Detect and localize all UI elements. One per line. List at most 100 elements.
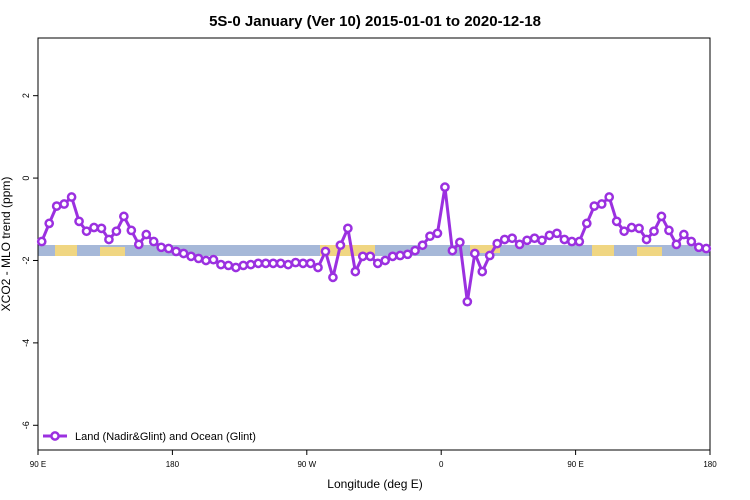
data-point <box>111 226 122 237</box>
data-point <box>626 222 637 233</box>
data-point <box>701 243 712 254</box>
data-point <box>522 235 532 246</box>
data-point <box>552 228 562 239</box>
data-point <box>305 258 316 269</box>
data-point <box>283 259 293 270</box>
data-point <box>679 229 689 240</box>
data-point <box>581 218 592 229</box>
data-point <box>544 230 555 241</box>
data-point <box>671 239 682 250</box>
data-point <box>126 225 137 236</box>
y-tick-label: -6 <box>21 421 31 429</box>
data-point <box>133 239 144 250</box>
data-point <box>537 235 547 246</box>
data-point <box>260 258 271 269</box>
x-tick-label: 90 E <box>30 460 46 469</box>
data-point <box>104 234 114 245</box>
data-point <box>208 254 219 265</box>
data-point <box>89 222 99 233</box>
data-point <box>290 257 301 268</box>
data-point <box>193 253 204 264</box>
data-point <box>693 242 704 253</box>
data-point <box>357 251 368 262</box>
data-point <box>656 211 667 222</box>
data-point <box>148 236 159 247</box>
y-tick-label: 0 <box>21 176 31 181</box>
data-point <box>313 262 323 273</box>
data-point <box>462 296 473 307</box>
data-point <box>440 182 450 192</box>
y-axis-label: XCO2 - MLO trend (ppm) <box>0 177 13 312</box>
data-point <box>567 236 577 247</box>
data-point <box>365 251 376 262</box>
data-point <box>634 223 644 234</box>
data-point <box>484 250 495 261</box>
data-point <box>59 199 69 209</box>
data-point <box>119 211 129 222</box>
data-point <box>589 201 600 211</box>
legend-marker <box>50 431 60 441</box>
data-point <box>611 216 622 227</box>
data-point <box>574 236 585 247</box>
data-point <box>507 233 517 244</box>
data-point <box>96 223 107 234</box>
legend-label: Land (Nadir&Glint) and Ocean (Glint) <box>75 431 256 443</box>
data-point <box>216 259 226 270</box>
data-point <box>178 248 189 259</box>
data-point <box>231 262 241 273</box>
data-point <box>328 272 338 283</box>
data-point <box>163 243 174 254</box>
x-tick-label: 90 W <box>297 460 316 469</box>
data-point <box>186 251 196 262</box>
data-point <box>44 218 55 229</box>
data-point <box>410 245 420 256</box>
data-point <box>380 255 391 266</box>
data-point <box>36 236 47 247</box>
data-point <box>81 226 92 237</box>
data-point <box>74 216 84 227</box>
data-point <box>477 266 488 277</box>
map-strip <box>38 245 710 256</box>
x-tick-label: 180 <box>166 460 180 469</box>
chart-title: 5S-0 January (Ver 10) 2015-01-01 to 2020… <box>209 13 541 30</box>
data-point <box>66 192 77 202</box>
data-point <box>268 258 279 269</box>
data-point <box>425 231 435 242</box>
data-point <box>417 240 428 251</box>
data-point <box>469 248 480 259</box>
y-tick-label: -4 <box>21 339 31 347</box>
data-point <box>395 250 405 261</box>
data-point <box>492 238 503 249</box>
data-point <box>529 233 540 244</box>
x-tick-label: 180 <box>703 460 717 469</box>
y-tick-label: 2 <box>21 93 31 98</box>
data-point <box>432 228 443 239</box>
data-point <box>298 258 308 269</box>
data-point <box>141 229 152 240</box>
data-point <box>335 240 346 251</box>
data-point <box>223 260 234 271</box>
data-point <box>619 226 629 237</box>
x-axis-label: Longitude (deg E) <box>327 477 422 491</box>
x-tick-label: 90 E <box>567 460 583 469</box>
data-point <box>51 201 62 211</box>
data-point <box>201 255 211 266</box>
data-point <box>641 234 652 245</box>
data-point <box>343 223 353 234</box>
data-point <box>238 260 249 271</box>
data-point <box>350 266 361 277</box>
data-point <box>686 236 697 247</box>
data-point <box>559 234 570 245</box>
data-point <box>499 234 510 245</box>
data-point <box>171 246 181 257</box>
data-point <box>156 242 167 253</box>
data-point <box>649 226 659 237</box>
data-point <box>245 259 256 270</box>
data-point <box>447 245 458 256</box>
y-tick-label: -2 <box>21 256 31 264</box>
data-point <box>664 225 674 236</box>
data-point <box>514 239 525 250</box>
data-point <box>596 199 607 209</box>
x-tick-label: 0 <box>439 460 444 469</box>
